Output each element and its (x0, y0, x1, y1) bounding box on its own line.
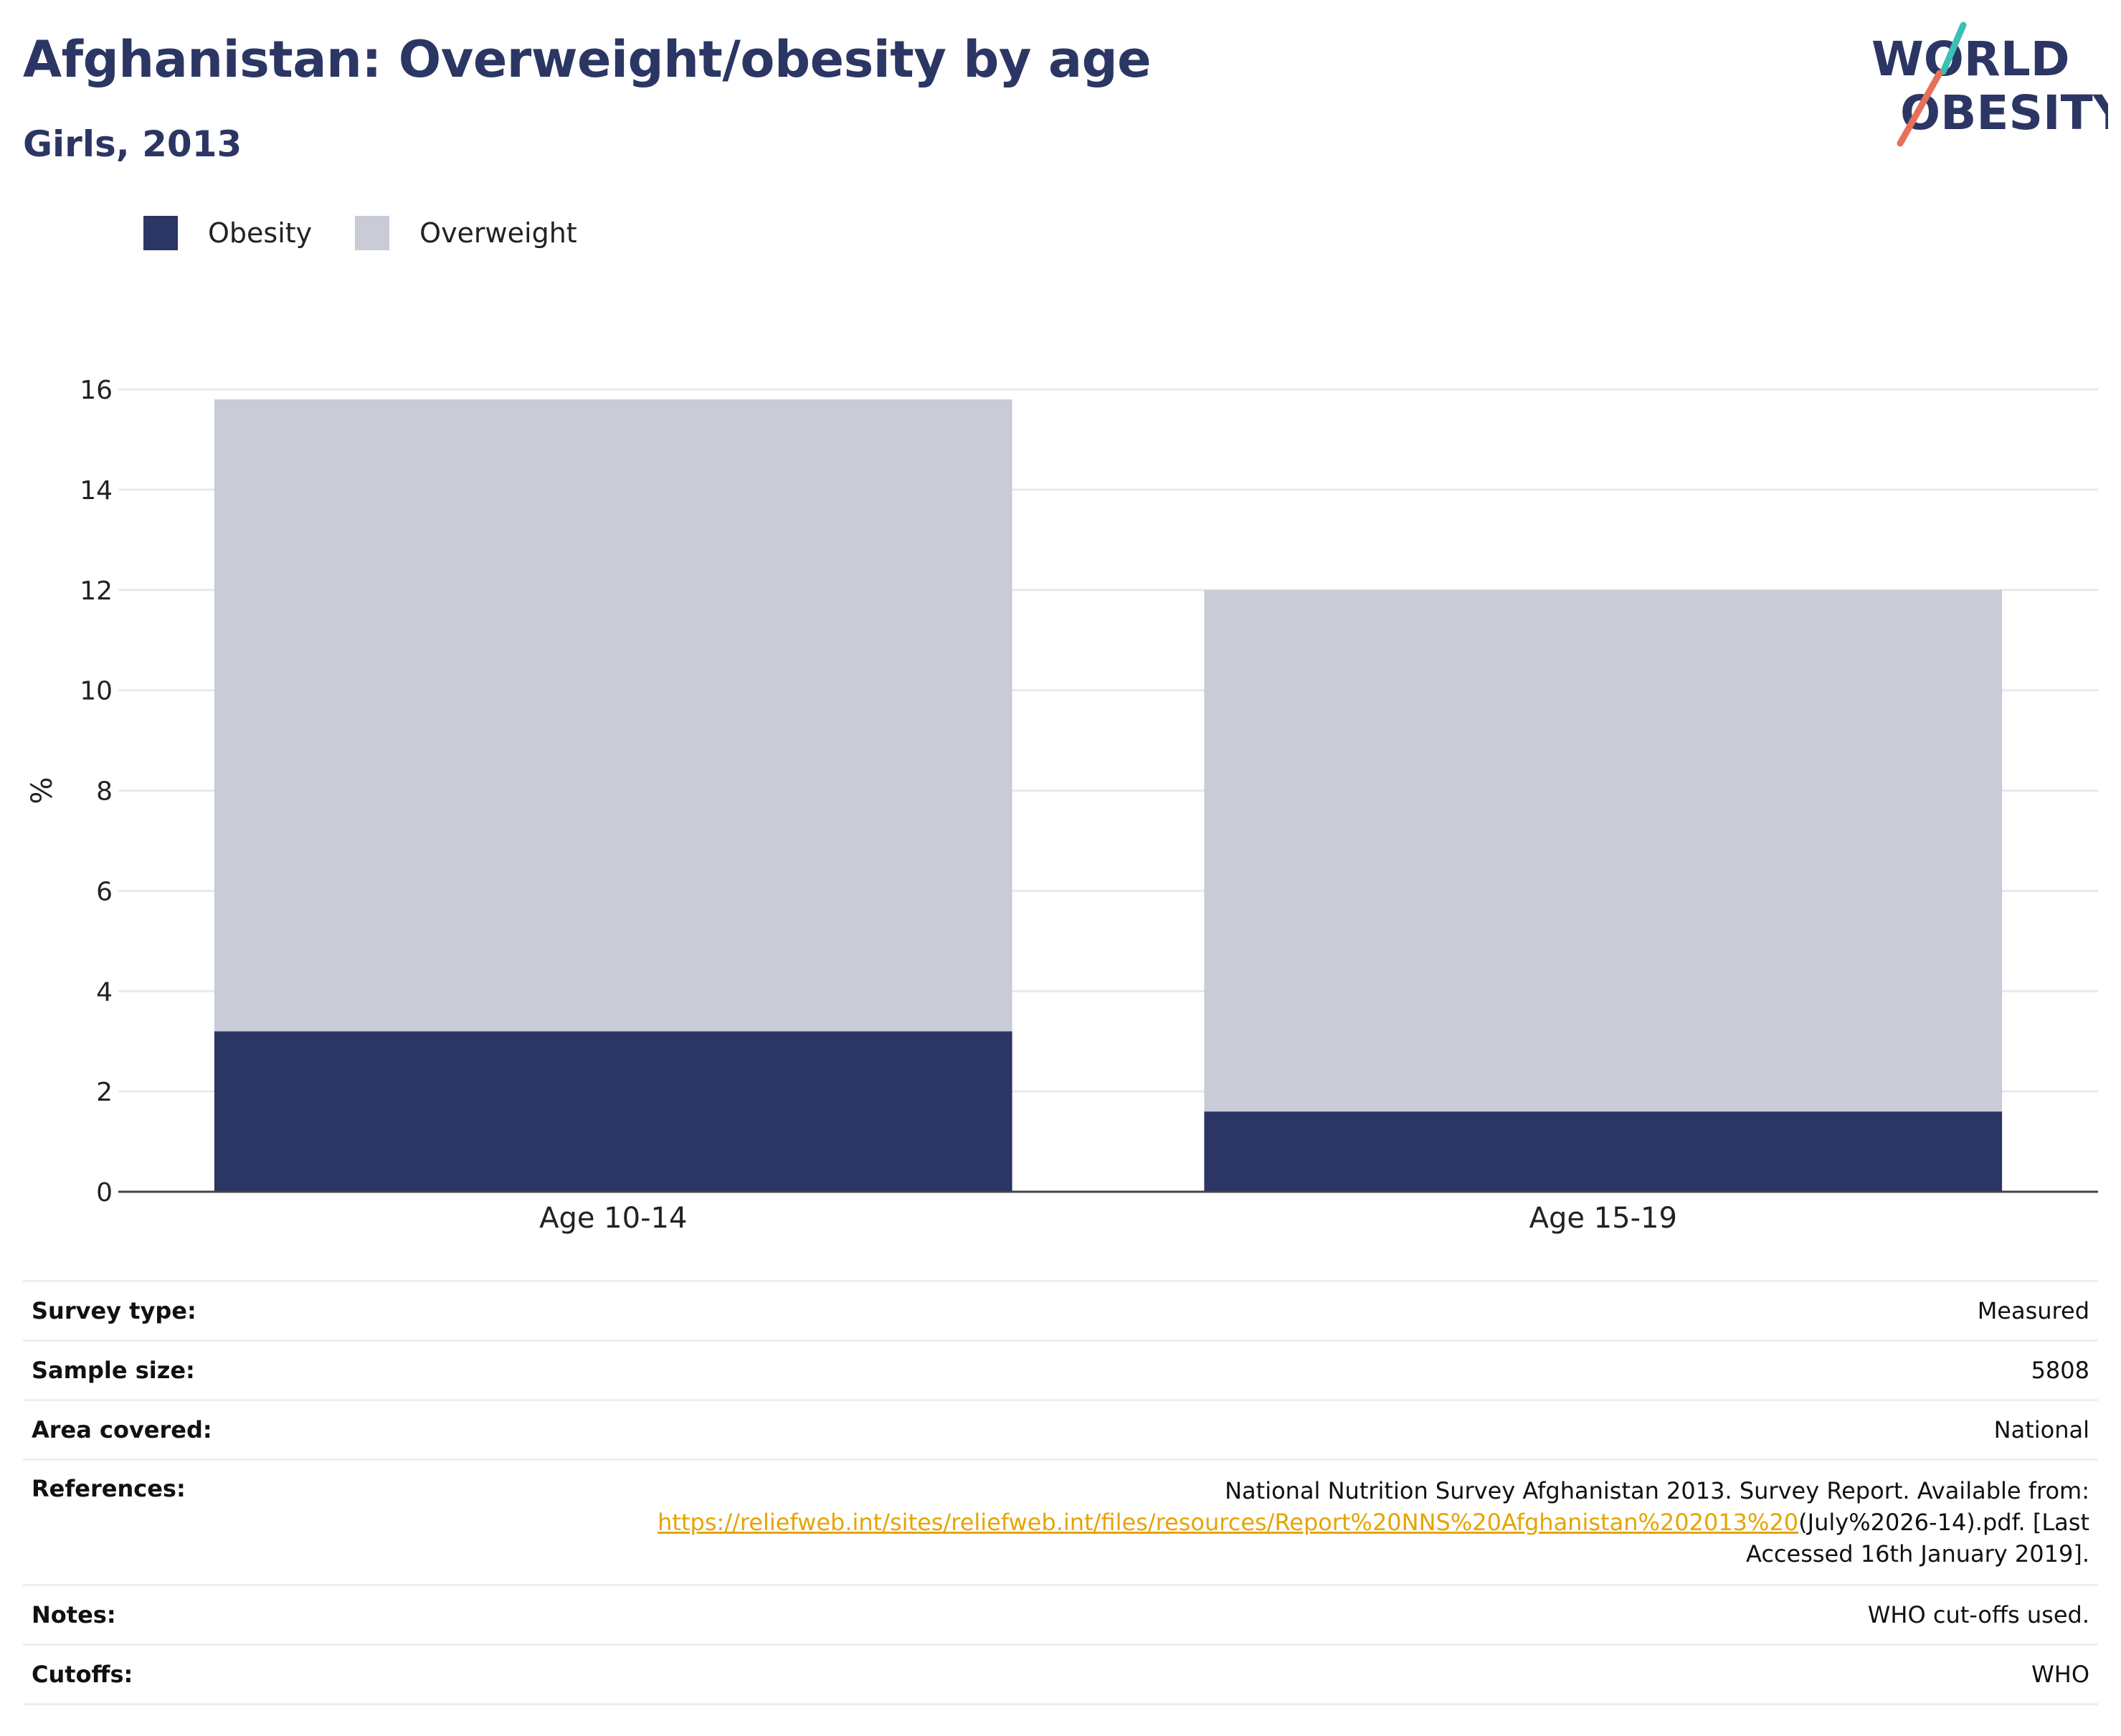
survey-info-table: Survey type: Measured Sample size: 5808 … (23, 1280, 2098, 1705)
y-tick-label: 6 (96, 877, 113, 906)
chart-legend: Obesity Overweight (143, 215, 620, 251)
info-row-cutoffs: Cutoffs: WHO (23, 1643, 2098, 1705)
info-row-sample-size: Sample size: 5808 (23, 1339, 2098, 1400)
bar-overweight-2 (1204, 589, 2003, 1112)
info-label-sample-size: Sample size: (23, 1339, 399, 1400)
info-value-sample-size: 5808 (399, 1339, 2098, 1400)
info-label-notes: Notes: (23, 1584, 399, 1645)
info-row-notes: Notes: WHO cut-offs used. (23, 1584, 2098, 1645)
reference-text-line1: National Nutrition Survey Afghanistan 20… (1225, 1477, 2089, 1504)
info-value-cutoffs: WHO (399, 1643, 2098, 1705)
y-tick-label: 0 (96, 1178, 113, 1208)
bar-chart: 0 2 4 6 8 10 12 14 16% Age 10-14 Age 15-19 (26, 376, 2098, 1235)
logo-text-obesity: OBESITY (1900, 85, 2108, 141)
reference-text-line2: https://reliefweb.int/sites/reliefweb.in… (407, 1507, 2089, 1538)
info-value-references: National Nutrition Survey Afghanistan 20… (399, 1458, 2098, 1585)
info-value-area-covered: National (399, 1399, 2098, 1460)
y-tick-label: 2 (96, 1078, 113, 1107)
y-tick-label: 4 (96, 977, 113, 1007)
logo-slash-coral (1897, 70, 1943, 147)
world-obesity-logo: WORLD OBESITY (1871, 22, 2108, 147)
reference-link[interactable]: https://reliefweb.int/sites/reliefweb.in… (658, 1509, 1799, 1536)
y-tick-label: 16 (80, 376, 113, 405)
info-label-cutoffs: Cutoffs: (23, 1643, 399, 1705)
bar-obesity-1 (214, 1031, 1012, 1192)
info-row-references: References: National Nutrition Survey Af… (23, 1458, 2098, 1585)
info-value-notes: WHO cut-offs used. (399, 1584, 2098, 1645)
y-tick-label: 10 (80, 677, 113, 706)
x-tick-label: Age 10-14 (539, 1202, 687, 1235)
logo-text-world: WORLD (1871, 32, 2070, 87)
bar-overweight-1 (214, 399, 1012, 1032)
legend-item-obesity[interactable]: Obesity (143, 216, 312, 250)
info-label-survey-type: Survey type: (23, 1280, 399, 1341)
legend-label-obesity: Obesity (208, 217, 313, 249)
legend-item-overweight[interactable]: Overweight (355, 216, 577, 250)
legend-swatch-obesity (143, 216, 178, 250)
y-tick-label: 14 (80, 476, 113, 506)
reference-link-suffix: (July%2026-14).pdf. [Last (1798, 1509, 2089, 1536)
bar-obesity-2 (1204, 1111, 2003, 1192)
x-tick-label: Age 15-19 (1529, 1202, 1677, 1235)
y-tick-label: 8 (96, 777, 113, 807)
page-title: Afghanistan: Overweight/obesity by age (23, 30, 1152, 89)
logo-slash-teal (1940, 22, 1967, 75)
info-row-survey-type: Survey type: Measured (23, 1280, 2098, 1341)
legend-swatch-overweight (355, 216, 390, 250)
y-axis-label: % (26, 777, 59, 804)
y-tick-label: 12 (80, 577, 113, 606)
info-row-area-covered: Area covered: National (23, 1399, 2098, 1460)
page-subtitle: Girls, 2013 (23, 123, 242, 165)
info-label-area-covered: Area covered: (23, 1399, 399, 1460)
legend-label-overweight: Overweight (419, 217, 577, 249)
reference-text-line3: Accessed 16th January 2019]. (1745, 1540, 2089, 1567)
info-label-references: References: (23, 1458, 399, 1585)
info-value-survey-type: Measured (399, 1280, 2098, 1341)
